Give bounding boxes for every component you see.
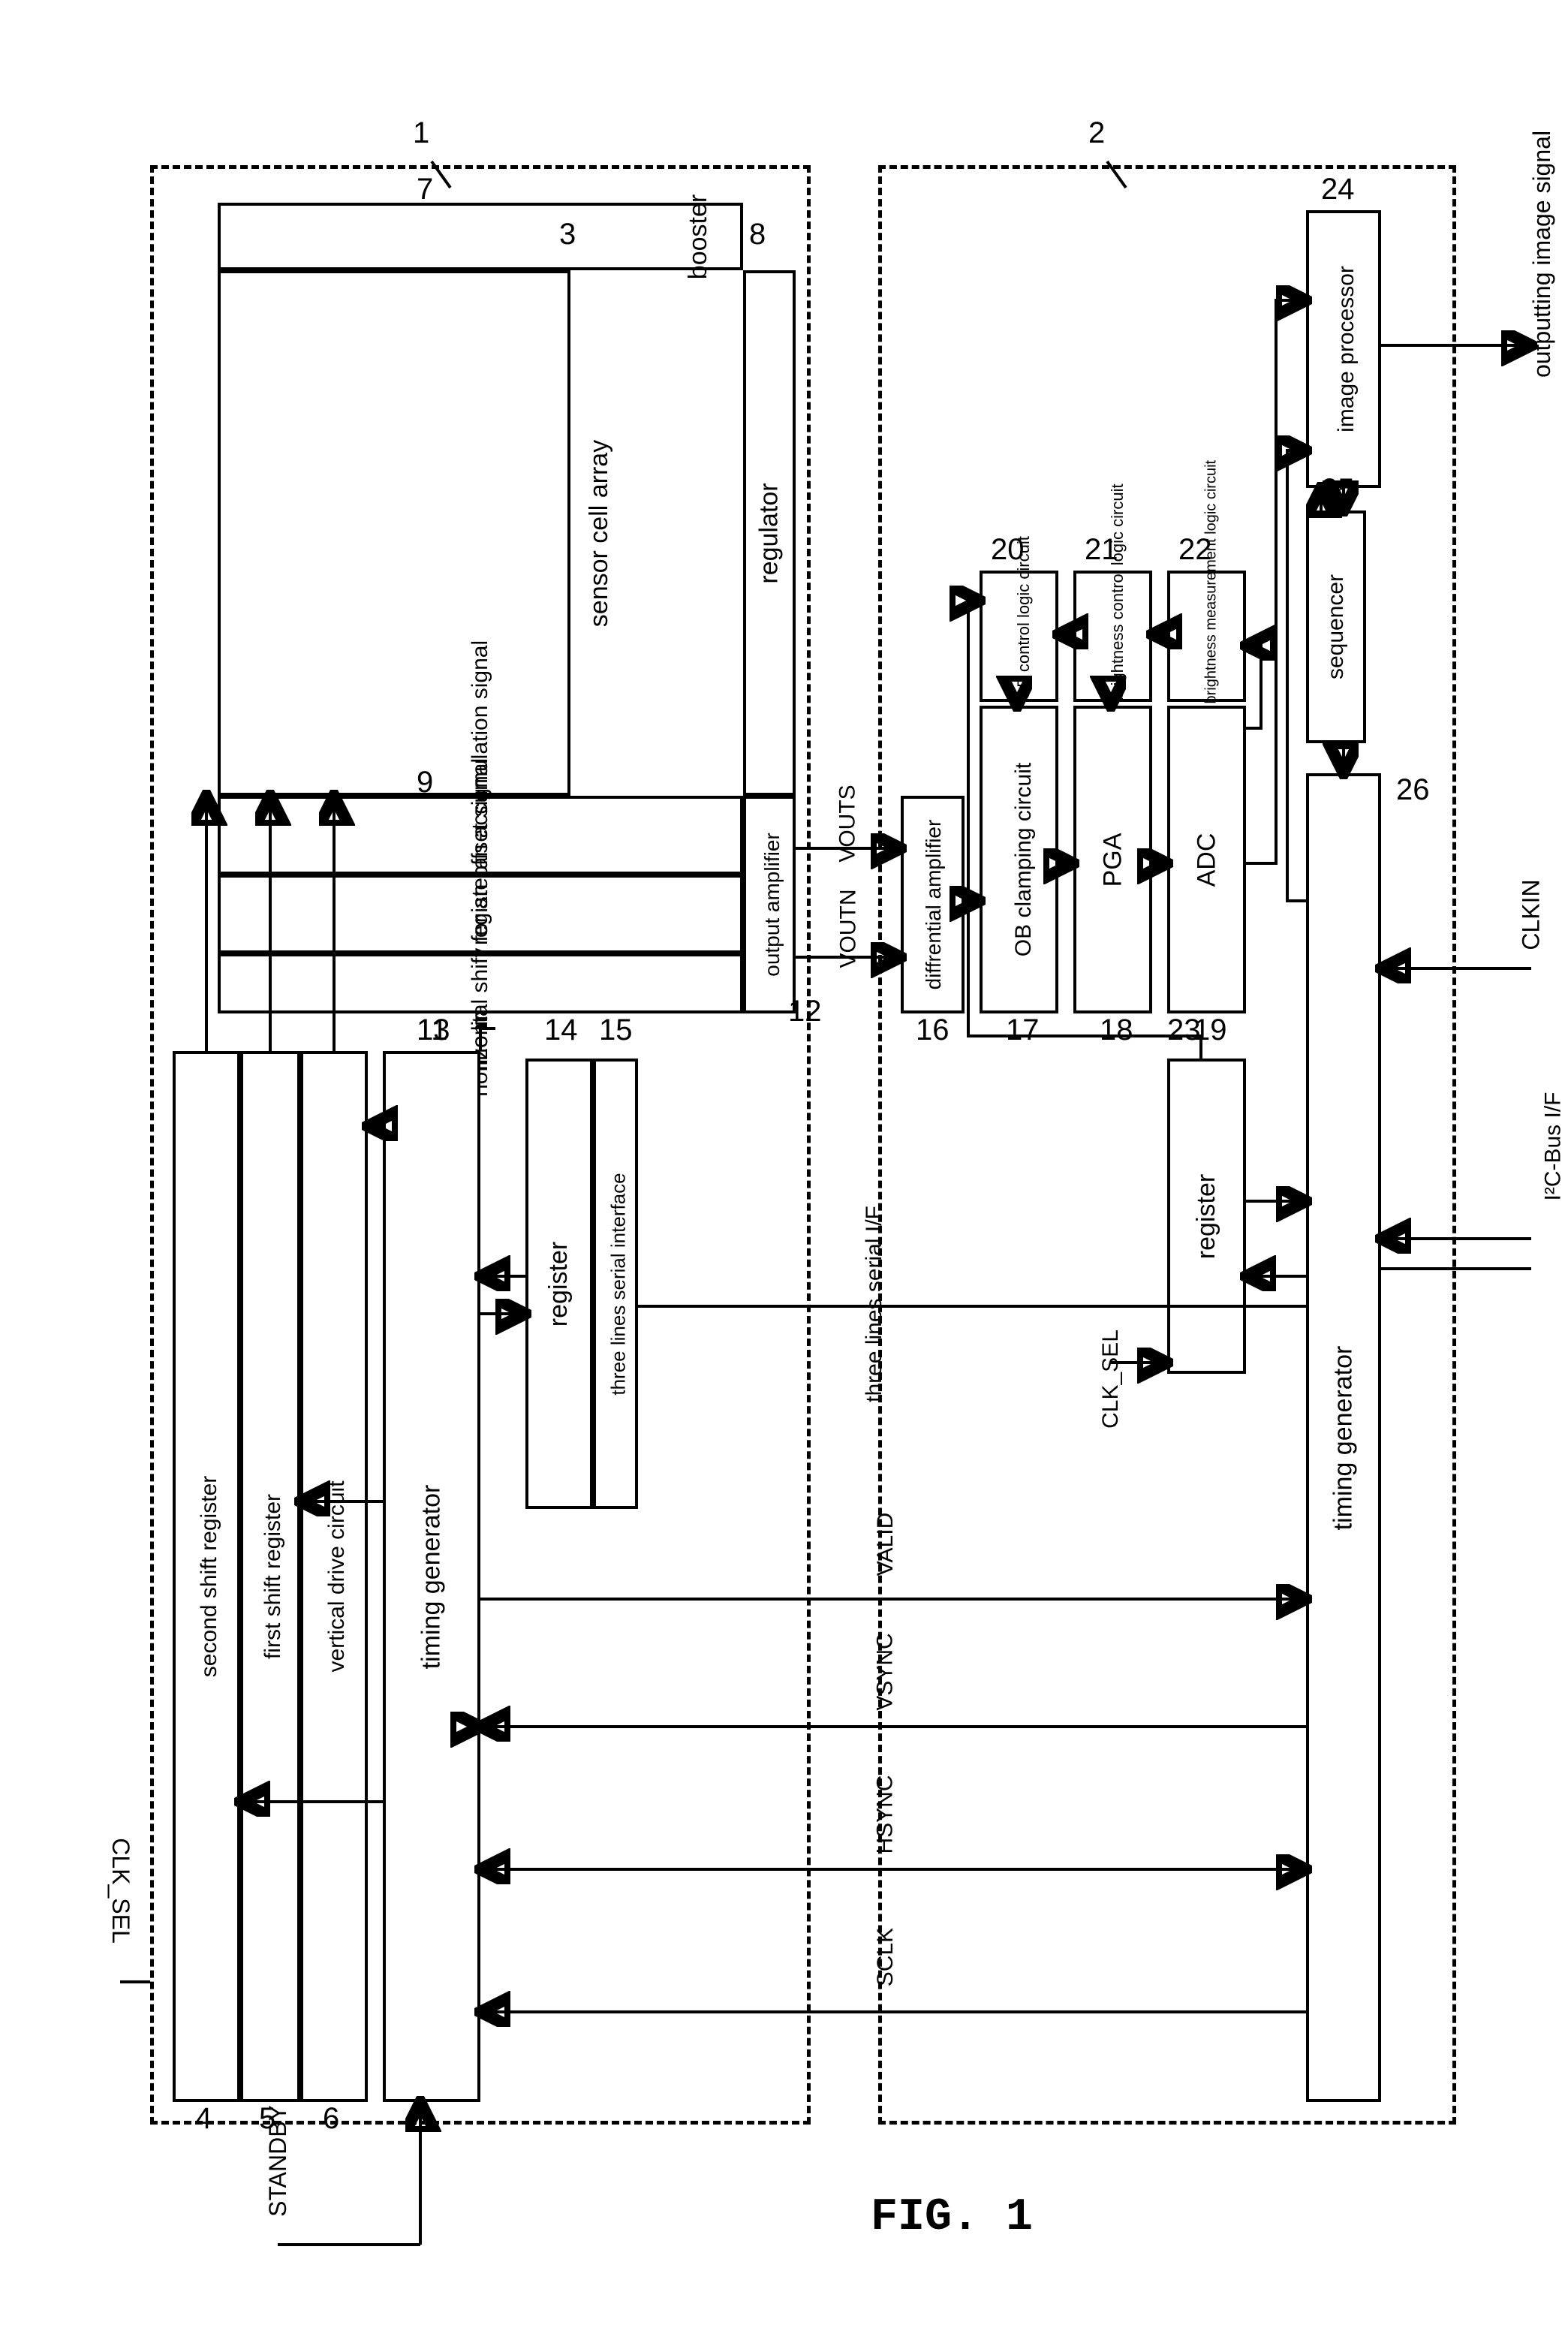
sig-hsync: HSYNC [803,1802,968,1827]
block-diff-amp: diffrential amplifier [901,796,965,1013]
ref-20: 20 [991,533,1025,567]
block-output-amp: output amplifier [743,796,796,1013]
ref-25: 25 [1321,473,1355,507]
ref-18: 18 [1100,1013,1133,1047]
ref-4: 4 [195,2102,212,2136]
block-reg1: register [525,1059,593,1509]
sig-clksel-left: CLK_SEL [15,1877,225,1905]
sig-standby: STANDBY [173,2147,383,2175]
block-ob-clamp: OB clamping circuit [980,706,1058,1013]
ref-23: 23 [1167,1013,1201,1047]
block-serial-if: three lines serial interface [593,1059,638,1509]
ref-chip1: 1 [413,116,429,150]
ref-12: 12 [788,995,822,1028]
ref-22: 22 [1178,533,1212,567]
ref-15: 15 [599,1013,633,1047]
sig-vsync: VSYNC [803,1659,968,1685]
block-sequencer: sequencer [1306,510,1366,743]
sig-i2c: I²C-Bus I/F [1449,1134,1568,1159]
block-img-proc: image processor [1306,210,1381,488]
sig-3lines: three lines serial I/F [706,1291,1043,1317]
block-ob-ctrl: OB control logic circuit [980,571,1058,702]
block-first-shift: first shift register [240,1051,300,2102]
sig-vouts: VOUTS [803,811,893,836]
ref-26: 26 [1396,773,1430,807]
ref-3: 3 [559,218,576,251]
sig-valid: VALID [803,1531,968,1557]
block-booster: booster [218,203,743,270]
ref-17: 17 [1006,1013,1040,1047]
ref-9: 9 [417,766,433,800]
block-sensor-cell-array: sensor cell array [218,270,570,796]
block-pga: PGA [1073,706,1152,1013]
sig-clksel-right: CLK_SEL [1028,1366,1193,1392]
sig-clkin: CLKIN [1471,901,1568,929]
block-hshift: horizontal shift register [218,953,743,1013]
block-adc: ADC [1167,706,1246,1013]
diagram-canvas: 1 2 booster 7 regulator 8 sensor cell ar… [0,0,1568,2346]
ref-21: 21 [1085,533,1118,567]
ref-14: 14 [544,1013,578,1047]
ref-24: 24 [1321,173,1355,206]
ref-13: 13 [417,1013,450,1047]
sig-out: outputting image signal [1434,240,1568,268]
block-bright-meas: brightness measurement logic circuit [1167,571,1246,702]
block-regulator: regulator [743,270,796,796]
figure-title: FIG. 1 [871,2192,1033,2243]
sig-voutn: VOUTN [803,916,893,941]
ref-7: 7 [417,173,433,206]
sig-sclk: SCLK [803,1944,968,1970]
ref-8: 8 [749,218,766,251]
block-bright-ctrl: brightness control logic circuit [1073,571,1152,702]
ref-16: 16 [916,1013,950,1047]
ref-6: 6 [323,2102,339,2136]
block-tg2: timing generator [1306,773,1381,2102]
block-reg2: register [1167,1059,1246,1374]
block-vdrive: vertical drive circuit [300,1051,368,2102]
block-tg1: timing generator [383,1051,480,2102]
ref-chip2: 2 [1088,116,1105,150]
block-second-shift: second shift register [173,1051,240,2102]
